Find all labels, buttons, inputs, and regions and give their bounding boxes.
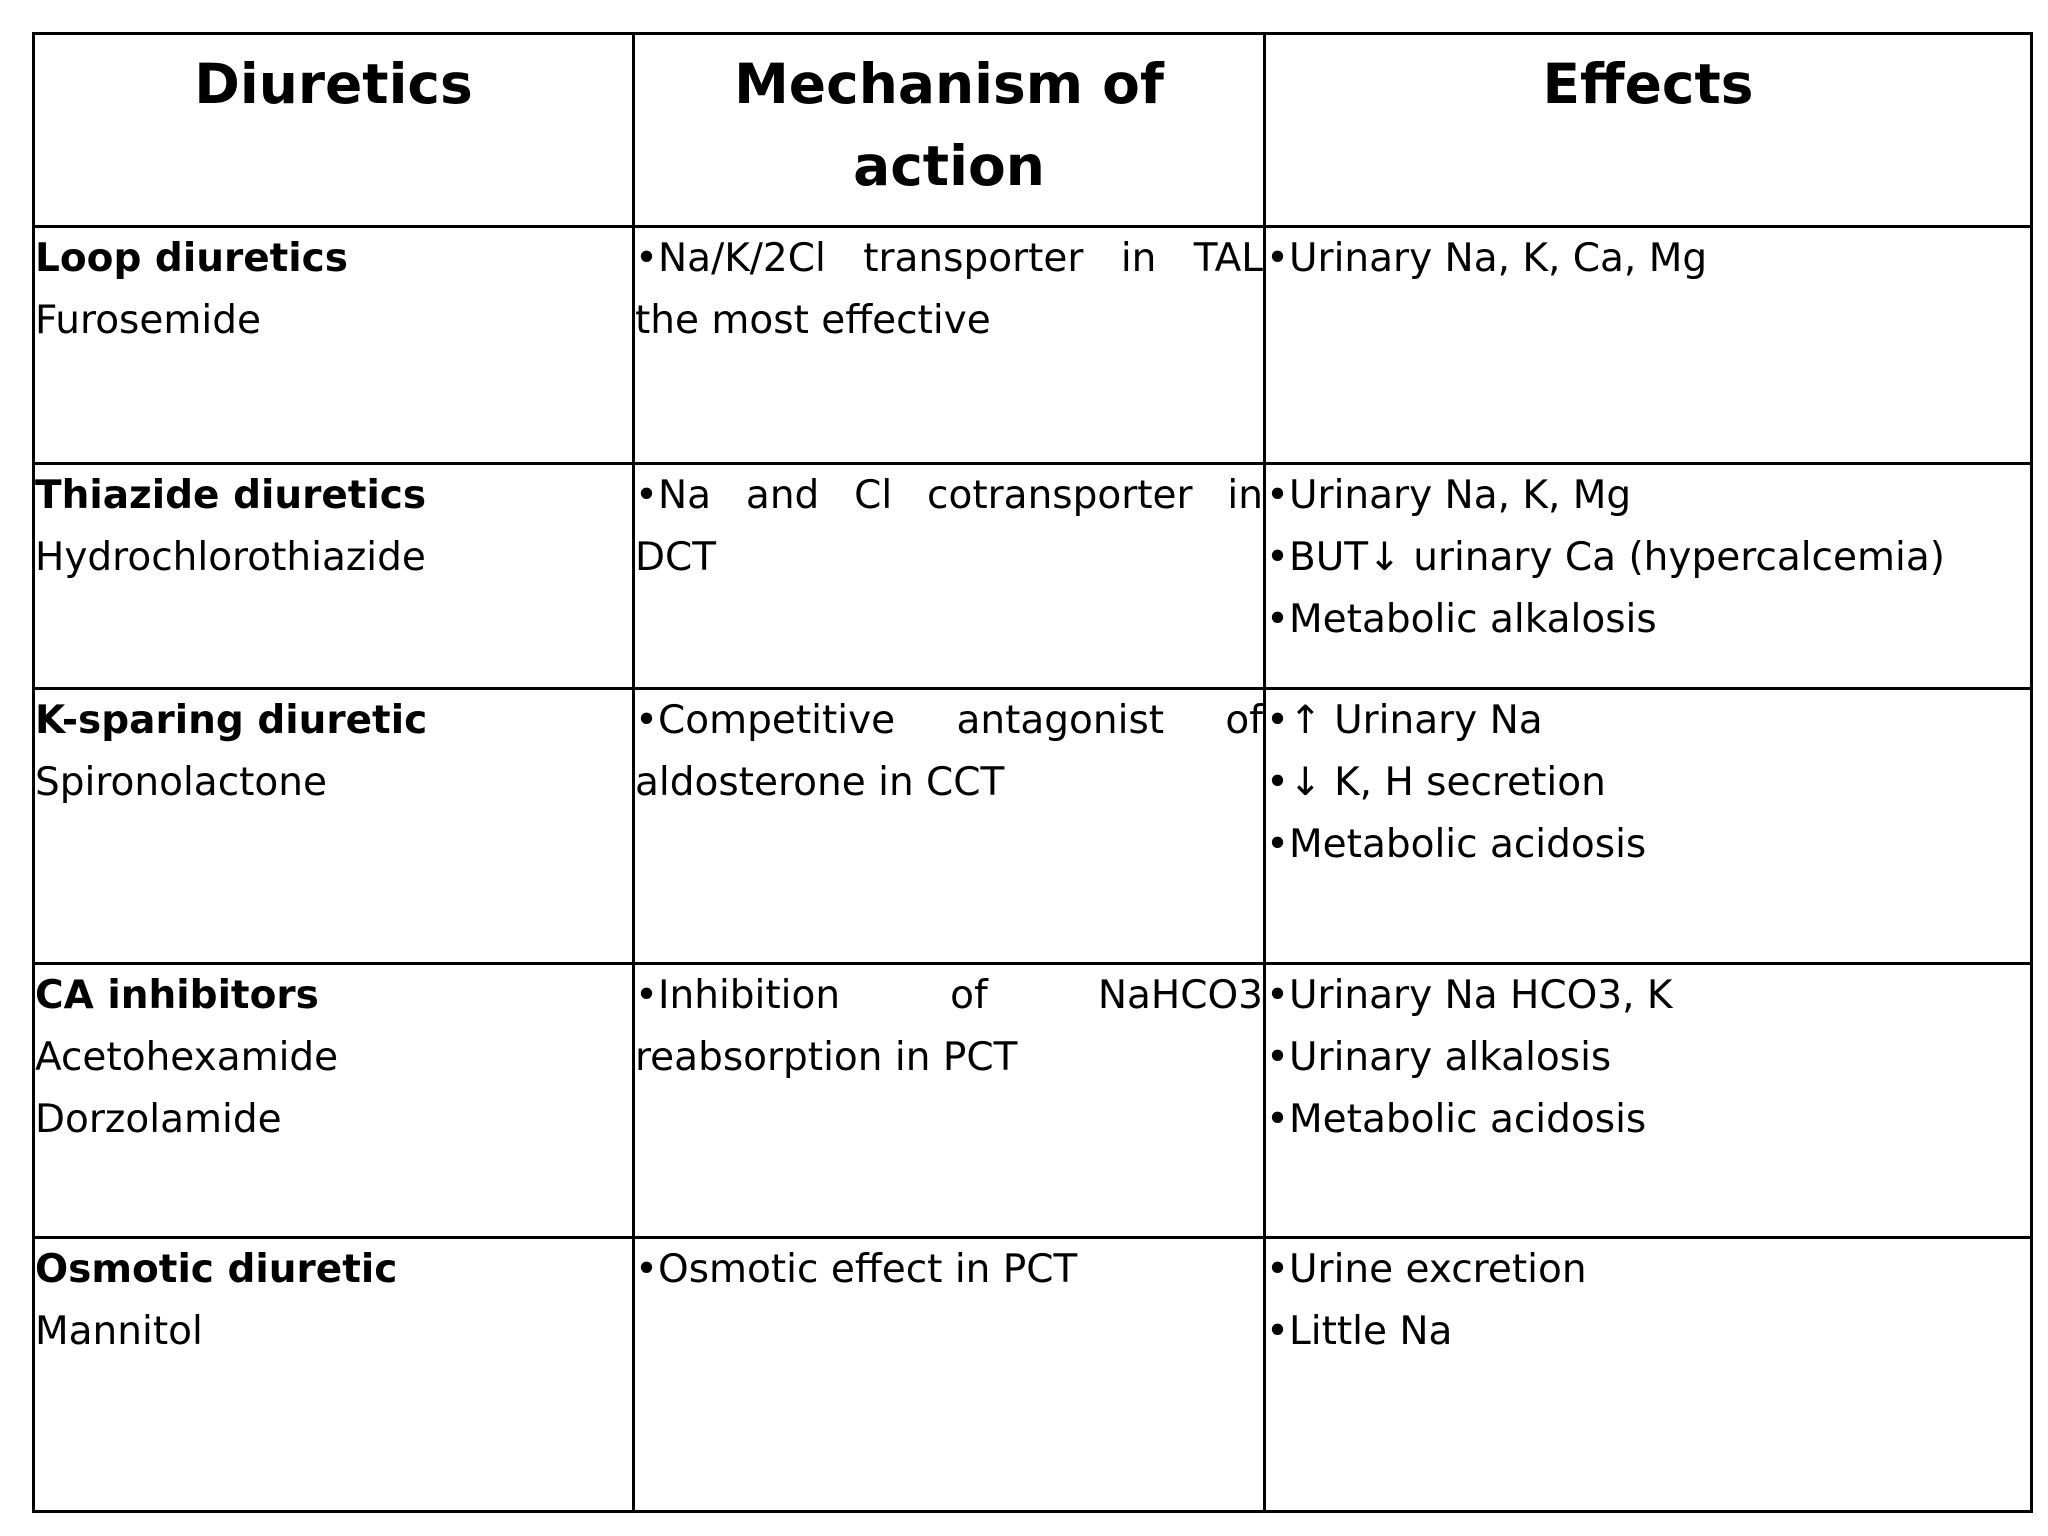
table-row: K-sparing diuretic Spironolactone •Compe… bbox=[32, 687, 2033, 965]
diuretics-table: Diuretics Mechanism of action Effects Lo… bbox=[32, 32, 2033, 1513]
table-row: Osmotic diuretic Mannitol •Osmotic effec… bbox=[32, 1236, 2033, 1513]
header-row: Diuretics Mechanism of action Effects bbox=[32, 32, 2033, 228]
effect-item: •Urinary Na HCO3, K bbox=[1266, 973, 1673, 1018]
diuretic-cell: CA inhibitors Acetohexamide Dorzolamide bbox=[32, 962, 635, 1239]
mechanism-cell: •Na and Cl cotransporter in DCT bbox=[632, 462, 1266, 690]
drug-name: Acetohexamide bbox=[35, 1035, 339, 1080]
diuretic-class-name: K-sparing diuretic bbox=[35, 698, 428, 743]
table-row: Thiazide diuretics Hydrochlorothiazide •… bbox=[32, 462, 2033, 690]
diuretic-cell: Loop diuretics Furosemide bbox=[32, 225, 635, 465]
effect-item: •↑ Urinary Na bbox=[1266, 698, 1543, 743]
header-effects: Effects bbox=[1263, 32, 2033, 228]
effect-item: •Urinary Na, K, Mg bbox=[1266, 473, 1632, 518]
effect-item: •Little Na bbox=[1266, 1309, 1453, 1354]
effect-item: •Metabolic acidosis bbox=[1266, 1097, 1647, 1142]
effects-cell: •↑ Urinary Na •↓ K, H secretion •Metabol… bbox=[1263, 687, 2033, 965]
effect-item: •Urine excretion bbox=[1266, 1247, 1587, 1292]
effect-item: •Metabolic alkalosis bbox=[1266, 597, 1657, 642]
table-row: Loop diuretics Furosemide •Na/K/2Cl tran… bbox=[32, 225, 2033, 465]
effects-cell: •Urinary Na, K, Ca, Mg bbox=[1263, 225, 2033, 465]
drug-name: Spironolactone bbox=[35, 760, 328, 805]
diuretic-class-name: Osmotic diuretic bbox=[35, 1247, 398, 1292]
effect-item: •↓ K, H secretion bbox=[1266, 760, 1606, 805]
table-row: CA inhibitors Acetohexamide Dorzolamide … bbox=[32, 962, 2033, 1239]
mechanism-cell: •Osmotic effect in PCT bbox=[632, 1236, 1266, 1513]
diuretic-class-name: Thiazide diuretics bbox=[35, 473, 427, 518]
diuretic-class-name: CA inhibitors bbox=[35, 973, 319, 1018]
mechanism-cell: •Na/K/2Cl transporter in TAL the most ef… bbox=[632, 225, 1266, 465]
effects-cell: •Urinary Na, K, Mg •BUT↓ urinary Ca (hyp… bbox=[1263, 462, 2033, 690]
diuretic-cell: K-sparing diuretic Spironolactone bbox=[32, 687, 635, 965]
effects-cell: •Urinary Na HCO3, K •Urinary alkalosis •… bbox=[1263, 962, 2033, 1239]
header-mechanism: Mechanism of action bbox=[632, 32, 1266, 228]
drug-name: Dorzolamide bbox=[35, 1097, 282, 1142]
effect-item: •Metabolic acidosis bbox=[1266, 822, 1647, 867]
diuretic-cell: Osmotic diuretic Mannitol bbox=[32, 1236, 635, 1513]
effects-cell: •Urine excretion •Little Na bbox=[1263, 1236, 2033, 1513]
effect-item: •Urinary Na, K, Ca, Mg bbox=[1266, 236, 1708, 281]
effect-item: •BUT↓ urinary Ca (hypercalcemia) bbox=[1266, 535, 1945, 580]
drug-name: Furosemide bbox=[35, 298, 261, 343]
drug-name: Hydrochlorothiazide bbox=[35, 535, 426, 580]
header-diuretics: Diuretics bbox=[32, 32, 635, 228]
mechanism-cell: •Inhibition of NaHCO3 reabsorption in PC… bbox=[632, 962, 1266, 1239]
diuretic-class-name: Loop diuretics bbox=[35, 236, 349, 281]
diuretic-cell: Thiazide diuretics Hydrochlorothiazide bbox=[32, 462, 635, 690]
effect-item: •Urinary alkalosis bbox=[1266, 1035, 1612, 1080]
mechanism-cell: •Competitive antagonist of aldosterone i… bbox=[632, 687, 1266, 965]
drug-name: Mannitol bbox=[35, 1309, 203, 1354]
